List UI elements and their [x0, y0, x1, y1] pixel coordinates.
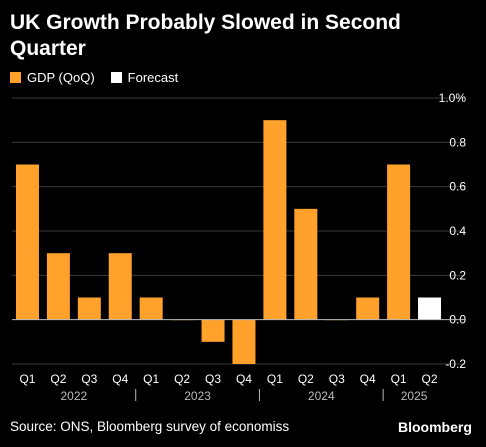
legend: GDP (QoQ) Forecast: [10, 70, 194, 85]
x-tick-label: Q3: [81, 372, 97, 386]
bar-gdp: [201, 319, 225, 342]
x-tick-label: Q1: [267, 372, 283, 386]
x-tick-label: Q2: [422, 372, 438, 386]
source-note: Source: ONS, Bloomberg survey of economi…: [10, 419, 290, 434]
chart-title: UK Growth Probably Slowed in Second Quar…: [10, 11, 401, 60]
bar-forecast: [418, 297, 442, 320]
x-tick-label: Q1: [19, 372, 35, 386]
y-tick-label: 0.4: [449, 224, 466, 238]
bar-gdp: [294, 208, 318, 320]
legend-item-forecast: Forecast: [110, 70, 179, 85]
bar-gdp: [139, 297, 163, 320]
x-tick-label: Q2: [174, 372, 190, 386]
bar-gdp: [46, 253, 70, 320]
x-tick-label: Q3: [205, 372, 221, 386]
x-year-label: 2025: [401, 389, 428, 403]
x-tick-label: Q2: [298, 372, 314, 386]
x-tick-label: Q4: [360, 372, 376, 386]
x-tick-label: Q1: [391, 372, 407, 386]
x-tick-label: Q4: [236, 372, 252, 386]
legend-swatch-forecast: [110, 72, 122, 83]
legend-label-forecast: Forecast: [127, 70, 179, 85]
bar-gdp: [356, 297, 380, 320]
x-tick-label: Q1: [143, 372, 159, 386]
y-tick-label: 0.6: [449, 180, 466, 194]
bloomberg-logo: Bloomberg: [398, 419, 472, 435]
y-tick-label: 1.0%: [439, 91, 467, 105]
legend-label-gdp: GDP (QoQ): [27, 70, 95, 85]
bar-gdp: [108, 253, 132, 320]
bar-gdp: [263, 120, 287, 320]
legend-swatch-gdp: [10, 72, 21, 83]
bar-gdp: [232, 319, 256, 364]
x-year-label: 2022: [61, 389, 88, 403]
bar-gdp: [15, 164, 39, 320]
bar-gdp: [77, 297, 101, 320]
y-tick-label: -0.2: [445, 357, 466, 371]
x-year-label: 2023: [184, 389, 211, 403]
y-tick-label: 0.2: [449, 268, 466, 282]
y-tick-label: 0.8: [449, 135, 466, 149]
x-tick-label: Q2: [50, 372, 66, 386]
x-tick-label: Q4: [112, 372, 128, 386]
x-tick-label: Q3: [329, 372, 345, 386]
legend-item-gdp: GDP (QoQ): [10, 70, 95, 85]
x-year-label: 2024: [308, 389, 335, 403]
bar-gdp: [387, 164, 411, 320]
